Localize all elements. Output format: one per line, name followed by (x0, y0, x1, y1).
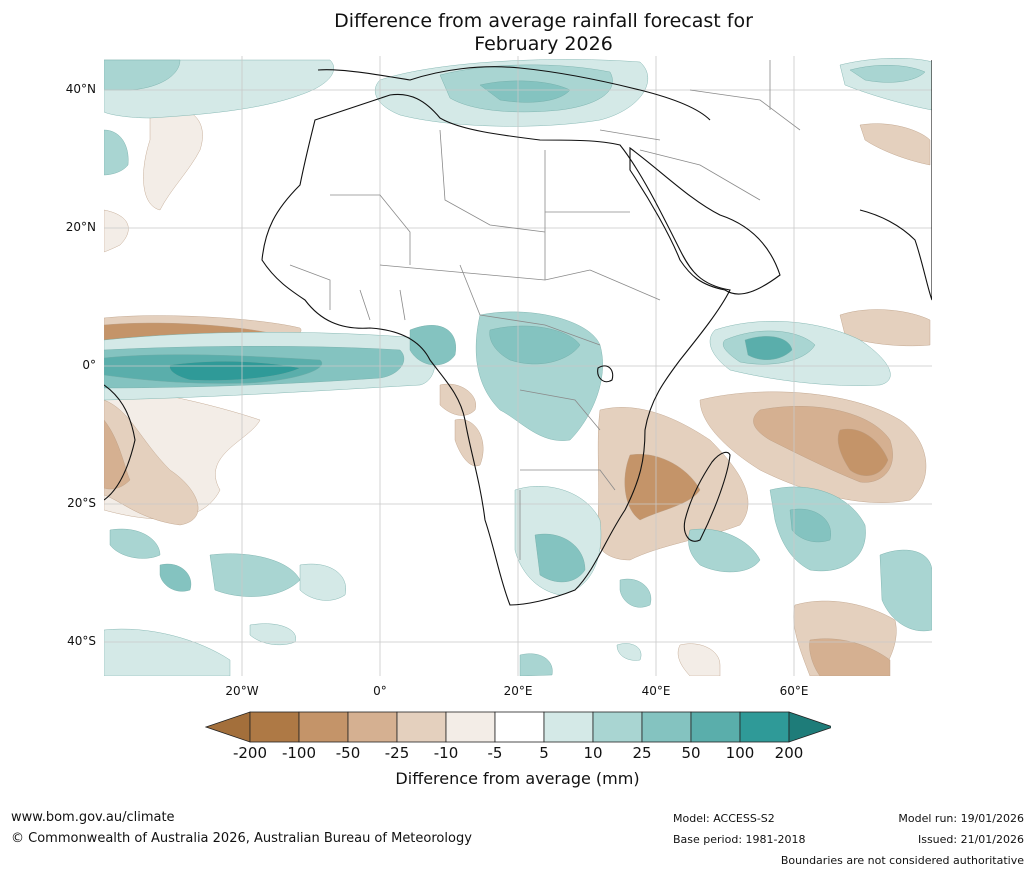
lon-label-0: 0° (373, 684, 387, 698)
legend-swatch-below-min (205, 711, 251, 743)
legend-swatch (739, 711, 790, 743)
legend-tick-label: 10 (583, 744, 603, 762)
legend-tick-label: 200 (774, 744, 804, 762)
madagascar-coastline (683, 451, 731, 542)
model-run-date: Model run: 19/01/2026 (898, 812, 1024, 825)
arabia-coastline (629, 146, 781, 295)
lon-label-40e: 40°E (641, 684, 671, 698)
south-america-coast (104, 384, 136, 501)
legend-tick-label: 50 (681, 744, 701, 762)
title-line-2: February 2026 (474, 33, 613, 55)
legend-tick-label: -10 (433, 744, 459, 762)
legend-label: Difference from average (mm) (395, 769, 640, 788)
legend-swatch (298, 711, 349, 743)
lon-label-20e: 20°E (503, 684, 533, 698)
legend-tick-label: 25 (632, 744, 652, 762)
legend-swatch (445, 711, 496, 743)
lat-label-20s: 20°S (67, 496, 96, 510)
india-coastline (859, 60, 932, 301)
model-name: Model: ACCESS-S2 (673, 812, 775, 825)
legend-tick-label: 5 (539, 744, 549, 762)
legend-tick-label: -100 (281, 744, 317, 762)
legend-swatch (249, 711, 300, 743)
legend-swatch (641, 711, 692, 743)
lon-label-60e: 60°E (779, 684, 809, 698)
legend-tick-label: -50 (335, 744, 361, 762)
legend-swatch (347, 711, 398, 743)
lat-label-0: 0° (82, 358, 96, 372)
coastlines (104, 60, 932, 606)
boundary-disclaimer: Boundaries are not considered authoritat… (780, 854, 1024, 867)
legend-tick-label: -200 (232, 744, 268, 762)
legend-swatch (592, 711, 643, 743)
legend-swatch-above-max (788, 711, 831, 743)
lat-label-40s: 40°S (67, 634, 96, 648)
legend-tick-label: -5 (487, 744, 503, 762)
base-period: Base period: 1981-2018 (673, 833, 806, 846)
copyright-text: © Commonwealth of Australia 2026, Austra… (11, 831, 472, 846)
title-line-1: Difference from average rainfall forecas… (334, 10, 753, 32)
issued-date: Issued: 21/01/2026 (917, 833, 1024, 846)
legend-swatch (690, 711, 741, 743)
lat-label-40n: 40°N (65, 82, 96, 96)
legend-swatch (494, 711, 545, 743)
legend-swatch (543, 711, 594, 743)
map-title: Difference from average rainfall forecas… (0, 10, 1035, 56)
dry-anomaly-areas (104, 107, 931, 676)
lon-label-20w: 20°W (225, 684, 259, 698)
europe-coastline (317, 66, 711, 121)
lat-label-20n: 20°N (65, 220, 96, 234)
country-borders (289, 60, 801, 560)
rainfall-map[interactable] (104, 56, 932, 676)
website-link[interactable]: www.bom.gov.au/climate (11, 810, 175, 825)
graticule (104, 56, 932, 676)
africa-coastline (261, 93, 731, 606)
legend-tick-label: 100 (725, 744, 755, 762)
legend-tick-label: -25 (384, 744, 410, 762)
legend-swatch (396, 711, 447, 743)
lake-victoria (597, 365, 614, 383)
legend-colorbar (205, 711, 831, 743)
